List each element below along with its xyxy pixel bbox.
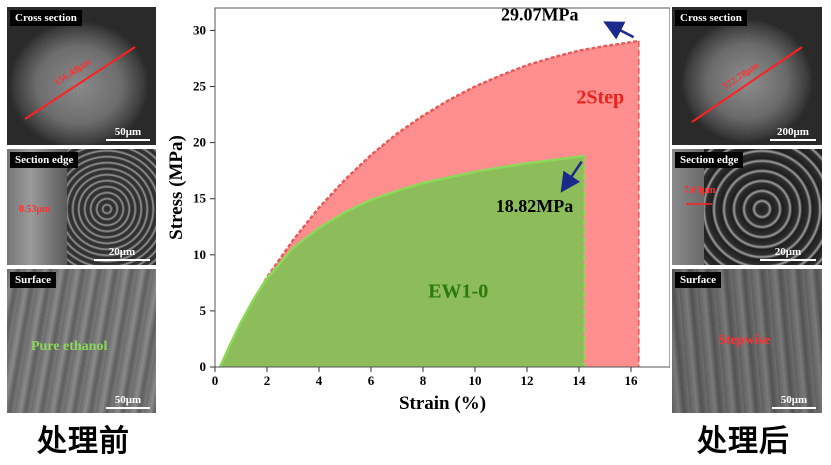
scale-bar: 200μm — [770, 126, 816, 141]
x-tick-label-6: 12 — [521, 373, 534, 388]
scale-bar: 50μm — [106, 394, 150, 409]
pointer-arrow-0 — [603, 21, 635, 40]
sem-panel-left-section-edge: Section edge 0.53μm 20μm — [7, 149, 156, 265]
y-tick-label-3: 15 — [193, 191, 207, 206]
scale-bar: 20μm — [760, 246, 816, 261]
panel-tag: Cross section — [10, 10, 82, 26]
diameter-line — [24, 46, 136, 120]
y-axis-label: Stress (MPa) — [166, 135, 187, 240]
y-tick-label-5: 25 — [193, 79, 207, 94]
panel-tag: Surface — [675, 272, 722, 288]
x-tick-label-5: 10 — [469, 373, 482, 388]
y-tick-label-4: 20 — [193, 135, 206, 150]
scale-bar: 50μm — [772, 394, 816, 409]
x-tick-label-0: 0 — [212, 373, 219, 388]
x-tick-label-4: 8 — [420, 373, 427, 388]
x-tick-label-1: 2 — [264, 373, 271, 388]
sem-panel-right-section-edge: Section edge 7.69μm 20μm — [672, 149, 822, 265]
panel-measurement: 0.53μm — [19, 204, 51, 215]
sem-panel-left-cross-section: Cross section 156.48μm 50μm — [7, 7, 156, 145]
series-line-1 — [219, 154, 585, 368]
annotation-2: 2Step — [576, 86, 624, 108]
scale-label: 50μm — [114, 126, 142, 138]
sem-panel-right-surface: Surface Stepwise 50μm — [672, 269, 822, 413]
scale-label: 20μm — [108, 246, 136, 258]
scale-label: 50μm — [780, 394, 808, 406]
series-area-1 — [220, 155, 585, 367]
x-tick-label-3: 6 — [368, 373, 375, 388]
panel-tag: Section edge — [10, 152, 79, 168]
annotation-3: EW1-0 — [428, 280, 488, 302]
panel-tag: Cross section — [675, 10, 747, 26]
stress-strain-chart: 0 2 4 6 8 10 12 14 16 0 5 10 15 20 25 30 Strain (%) Stres… — [166, 4, 670, 414]
x-tick-label-8: 16 — [625, 373, 639, 388]
diameter-line — [691, 46, 803, 123]
annotation-0: 29.07MPa — [501, 4, 578, 24]
panel-treatment-label: Pure ethanol — [31, 339, 108, 354]
plot-frame — [214, 7, 670, 368]
panel-treatment-label: Stepwise — [718, 333, 771, 348]
y-tick-label-0: 0 — [200, 359, 207, 374]
caption-before: 处理前 — [37, 424, 130, 459]
x-axis-label: Strain (%) — [399, 393, 486, 414]
panel-tag: Section edge — [675, 152, 744, 168]
scale-bar: 50μm — [106, 126, 150, 141]
scale-bar: 20μm — [94, 246, 150, 261]
sem-panel-right-cross-section: Cross section 322.78μm 200μm — [672, 7, 822, 145]
annotation-1: 18.82MPa — [496, 196, 573, 216]
pointer-arrow-1 — [560, 160, 583, 193]
scale-label: 50μm — [114, 394, 142, 406]
panel-measurement: 7.69μm — [684, 185, 716, 196]
x-tick-label-7: 14 — [573, 373, 587, 388]
panel-tag: Surface — [10, 272, 57, 288]
caption-after: 处理后 — [697, 424, 790, 459]
y-tick-label-1: 5 — [200, 303, 207, 318]
scale-label: 20μm — [774, 246, 802, 258]
y-tick-label-2: 10 — [193, 247, 206, 262]
x-tick-label-2: 4 — [316, 373, 323, 388]
scale-label: 200μm — [777, 126, 809, 138]
sem-panel-left-surface: Surface Pure ethanol 50μm — [7, 269, 156, 413]
y-tick-label-6: 30 — [193, 22, 206, 37]
